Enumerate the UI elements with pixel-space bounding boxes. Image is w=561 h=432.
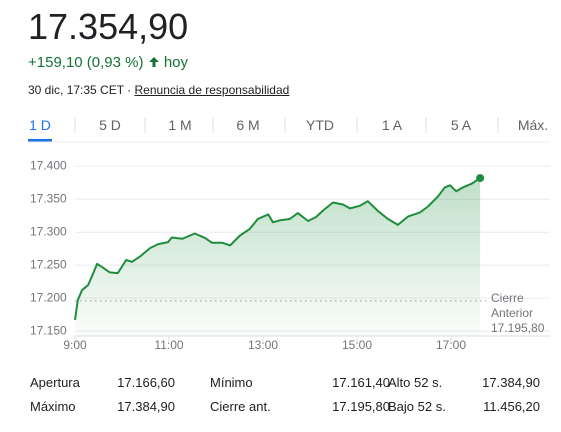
tab[interactable]: YTD (306, 117, 334, 133)
x-tick-label: 15:00 (342, 338, 372, 352)
x-tick-label: 11:00 (154, 338, 183, 352)
tab[interactable]: 1 M (168, 117, 192, 133)
x-tick-label: 13:00 (248, 338, 278, 352)
stat-value: 17.384,90 (482, 375, 540, 390)
change-row: +159,10 (0,93 %) hoy (28, 54, 188, 71)
y-tick-label: 17.350 (30, 191, 67, 205)
reference-name: Cierre Anterior (491, 290, 534, 320)
tab[interactable]: Máx. (517, 117, 549, 133)
price: 17.354,90 (28, 6, 189, 47)
reference-label: Cierre Anterior 17.195,80 (491, 291, 555, 336)
disclaimer-link[interactable]: Renuncia de responsabilidad (134, 83, 290, 97)
date: 30 dic, 17:35 CET · (28, 83, 132, 97)
change: +159,10 (0,93 %) (28, 54, 144, 71)
tab[interactable]: 1 A (381, 117, 403, 133)
stat-value: 17.161,40 (332, 375, 390, 390)
price-line (74, 177, 481, 321)
stat-value: 17.166,60 (117, 375, 175, 390)
y-tick-label: 17.300 (30, 224, 67, 238)
stat-label: Apertura (30, 375, 80, 390)
stat-label: Bajo 52 s. (388, 399, 446, 414)
period: hoy (163, 54, 189, 71)
up-arrow (148, 57, 159, 67)
last-point (476, 174, 485, 183)
x-tick-label: 17:00 (436, 338, 466, 352)
date-row: 30 dic, 17:35 CET · Renuncia de responsa… (28, 83, 289, 97)
tab[interactable]: 5 D (99, 117, 121, 133)
stat-label: Máximo (30, 399, 76, 414)
tab[interactable]: 5 A (450, 117, 472, 133)
tab[interactable]: 1 D (29, 117, 51, 133)
tab[interactable]: 6 M (236, 117, 260, 133)
x-tick-label: 9:00 (63, 338, 87, 352)
y-tick-label: 17.400 (30, 158, 67, 172)
stat-value: 11.456,20 (483, 399, 540, 414)
tab-underline (28, 139, 52, 142)
stat-value: 17.384,90 (117, 399, 175, 414)
stat-value: 17.195,80 (332, 399, 390, 414)
area-fill (75, 178, 481, 336)
y-tick-label: 17.200 (30, 290, 67, 304)
reference-value: 17.195,80 (491, 320, 545, 335)
stat-label: Mínimo (210, 375, 253, 390)
y-tick-label: 17.250 (30, 257, 67, 271)
y-tick-label: 17.150 (30, 323, 67, 337)
stat-label: Cierre ant. (210, 399, 271, 414)
stat-label: Alto 52 s. (388, 375, 443, 390)
